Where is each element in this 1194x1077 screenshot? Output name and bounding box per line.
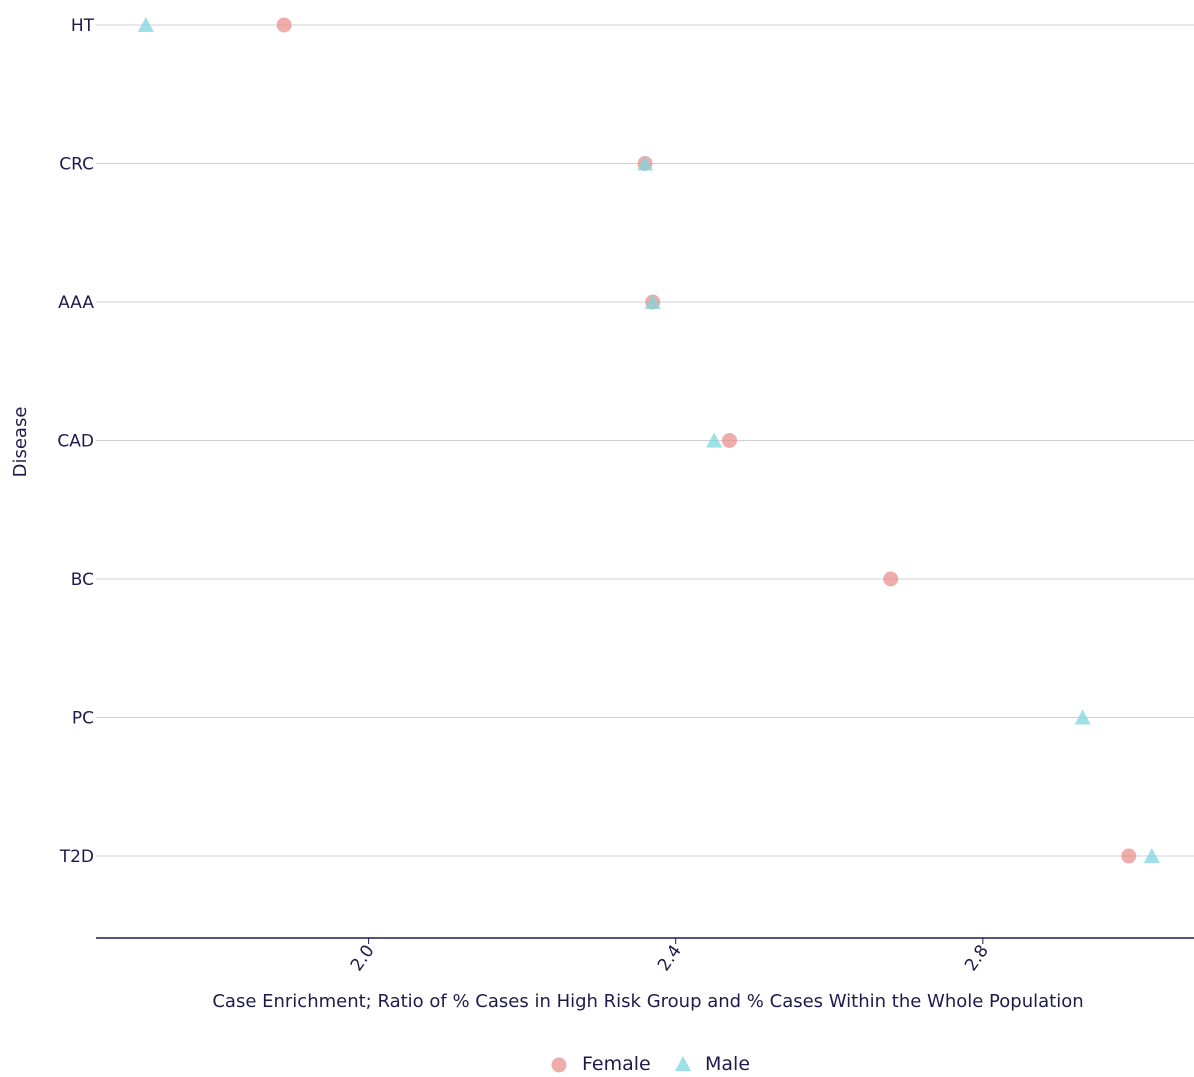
- point-female-ht: [276, 17, 292, 33]
- gridlines: [96, 24, 1194, 857]
- legend-male-marker: [675, 1056, 691, 1071]
- point-female-bc: [883, 571, 899, 587]
- point-female-cad: [721, 433, 737, 448]
- point-male-aaa: [644, 294, 661, 309]
- x-axis-title: Case Enrichment; Ratio of % Cases in Hig…: [212, 991, 1083, 1012]
- y-tick-label: PC: [72, 709, 94, 729]
- y-tick-label: CRC: [59, 155, 94, 175]
- x-axis-ticks: 2.0 2.4 2.8: [347, 938, 993, 975]
- y-tick-label: AAA: [58, 293, 94, 313]
- y-tick-label: CAD: [57, 432, 94, 452]
- y-tick-label: T2D: [59, 847, 94, 867]
- y-axis-ticks: HT CRC AAA CAD BC PC T2D: [57, 16, 94, 867]
- point-male-pc: [1074, 709, 1091, 725]
- x-tick-label: 2.8: [961, 941, 993, 975]
- y-tick-label: BC: [71, 570, 94, 590]
- point-female-t2d: [1121, 848, 1137, 864]
- x-tick-label: 2.0: [347, 941, 379, 975]
- x-tick-label: 2.4: [654, 941, 686, 975]
- point-male-t2d: [1143, 848, 1160, 863]
- legend-female-label: Female: [582, 1053, 651, 1073]
- legend-male-label: Male: [705, 1053, 750, 1073]
- point-male-cad: [706, 432, 723, 448]
- point-male-ht: [137, 17, 154, 32]
- legend: Female Male: [551, 1053, 750, 1075]
- y-tick-label: HT: [71, 16, 95, 36]
- point-male-crc: [637, 155, 653, 171]
- y-axis-title: Disease: [10, 407, 31, 478]
- data-points: [137, 17, 1160, 864]
- legend-female-marker: [551, 1057, 567, 1073]
